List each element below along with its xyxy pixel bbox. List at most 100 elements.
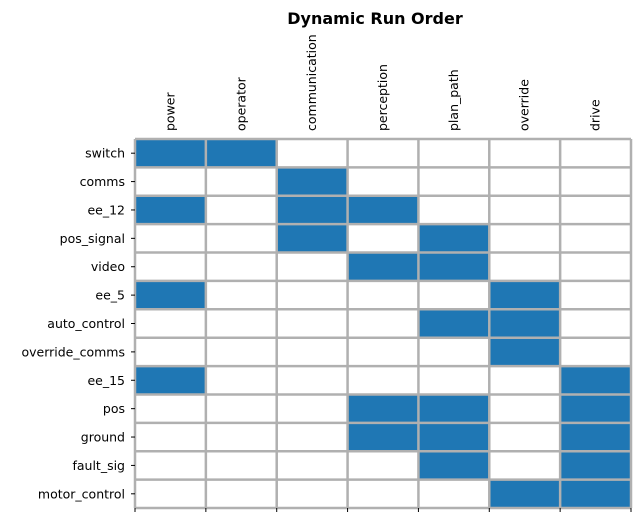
cell-ee_5-perception bbox=[347, 280, 419, 310]
cell-pos_signal-plan_path bbox=[418, 224, 490, 253]
cell-override_comms-communication bbox=[276, 337, 348, 367]
cell-comms-perception bbox=[347, 167, 419, 196]
column-label-plan_path: plan_path bbox=[446, 69, 461, 131]
cell-ee_5-plan_path bbox=[418, 280, 490, 310]
column-label-operator: operator bbox=[233, 76, 248, 131]
cell-fault_sig-operator bbox=[205, 451, 277, 480]
cell-video-operator bbox=[205, 252, 277, 281]
row-label-video: video bbox=[91, 259, 125, 274]
cell-ee_15-operator bbox=[205, 366, 277, 395]
cell-video-override bbox=[489, 252, 561, 281]
cell-ee_5-override bbox=[489, 280, 561, 310]
cell-ground-override bbox=[489, 422, 561, 452]
cell-pos_signal-operator bbox=[205, 224, 277, 253]
chart-title: Dynamic Run Order bbox=[287, 9, 463, 28]
cell-ee_5-communication bbox=[276, 280, 348, 310]
cell-comms-power bbox=[135, 167, 206, 196]
cell-override_comms-power bbox=[135, 337, 206, 367]
cell-pos-power bbox=[135, 394, 206, 423]
cell-override_comms-perception bbox=[347, 337, 419, 367]
cell-ee_12-power bbox=[135, 195, 206, 225]
cell-motor_control-power bbox=[135, 479, 206, 508]
cell-pos-operator bbox=[205, 394, 277, 423]
cell-auto_control-drive bbox=[560, 309, 631, 338]
cell-switch-override bbox=[489, 139, 561, 168]
row-label-pos_signal: pos_signal bbox=[60, 231, 125, 246]
row-label-ee_15: ee_15 bbox=[87, 373, 125, 388]
row-label-motor_control: motor_control bbox=[38, 486, 125, 501]
cell-video-drive bbox=[560, 252, 631, 281]
cell-ground-drive bbox=[560, 422, 631, 452]
cell-switch-operator bbox=[205, 139, 277, 168]
cell-switch-plan_path bbox=[418, 139, 490, 168]
cell-pos_signal-communication bbox=[276, 224, 348, 253]
cell-comms-operator bbox=[205, 167, 277, 196]
cell-comms-plan_path bbox=[418, 167, 490, 196]
cell-video-communication bbox=[276, 252, 348, 281]
heatmap-grid bbox=[133, 137, 633, 510]
cell-ground-plan_path bbox=[418, 422, 490, 452]
cell-fault_sig-drive bbox=[560, 451, 631, 480]
cell-fault_sig-power bbox=[135, 451, 206, 480]
cell-pos_signal-drive bbox=[560, 224, 631, 253]
cell-ee_5-drive bbox=[560, 280, 631, 310]
cell-ee_5-operator bbox=[205, 280, 277, 310]
row-label-comms: comms bbox=[80, 174, 125, 189]
cell-motor_control-plan_path bbox=[418, 479, 490, 508]
cell-ee_12-drive bbox=[560, 195, 631, 225]
cell-ee_15-plan_path bbox=[418, 366, 490, 395]
row-label-auto_control: auto_control bbox=[47, 316, 125, 331]
cell-motor_control-drive bbox=[560, 479, 631, 508]
column-label-override: override bbox=[517, 79, 532, 131]
cell-auto_control-operator bbox=[205, 309, 277, 338]
cell-motor_control-override bbox=[489, 479, 561, 508]
column-label-communication: communication bbox=[304, 34, 319, 131]
cell-pos_signal-override bbox=[489, 224, 561, 253]
cell-ee_12-communication bbox=[276, 195, 348, 225]
cell-motor_control-communication bbox=[276, 479, 348, 508]
cell-motor_control-perception bbox=[347, 479, 419, 508]
cell-video-power bbox=[135, 252, 206, 281]
cell-ee_5-power bbox=[135, 280, 206, 310]
cell-motor_control-operator bbox=[205, 479, 277, 508]
cell-auto_control-perception bbox=[347, 309, 419, 338]
cell-video-perception bbox=[347, 252, 419, 281]
cell-override_comms-override bbox=[489, 337, 561, 367]
cell-switch-perception bbox=[347, 139, 419, 168]
cell-comms-override bbox=[489, 167, 561, 196]
row-label-fault_sig: fault_sig bbox=[72, 458, 125, 473]
cell-ground-operator bbox=[205, 422, 277, 452]
cell-pos-plan_path bbox=[418, 394, 490, 423]
axis-ticks bbox=[131, 152, 632, 512]
cell-ee_12-override bbox=[489, 195, 561, 225]
cell-override_comms-drive bbox=[560, 337, 631, 367]
cell-pos_signal-power bbox=[135, 224, 206, 253]
cell-pos_signal-perception bbox=[347, 224, 419, 253]
cell-auto_control-override bbox=[489, 309, 561, 338]
cell-override_comms-plan_path bbox=[418, 337, 490, 367]
column-label-drive: drive bbox=[588, 99, 603, 131]
cell-auto_control-plan_path bbox=[418, 309, 490, 338]
cell-switch-drive bbox=[560, 139, 631, 168]
cell-ground-perception bbox=[347, 422, 419, 452]
cell-ee_15-drive bbox=[560, 366, 631, 395]
cell-video-plan_path bbox=[418, 252, 490, 281]
cell-ee_12-plan_path bbox=[418, 195, 490, 225]
cell-fault_sig-plan_path bbox=[418, 451, 490, 480]
cell-ground-communication bbox=[276, 422, 348, 452]
cell-pos-drive bbox=[560, 394, 631, 423]
cell-ee_12-perception bbox=[347, 195, 419, 225]
cell-ground-power bbox=[135, 422, 206, 452]
heatmap-cells bbox=[135, 139, 631, 508]
cell-ee_15-override bbox=[489, 366, 561, 395]
cell-pos-override bbox=[489, 394, 561, 423]
cell-ee_15-communication bbox=[276, 366, 348, 395]
row-label-ee_5: ee_5 bbox=[95, 288, 125, 303]
row-label-ground: ground bbox=[81, 430, 125, 445]
cell-override_comms-operator bbox=[205, 337, 277, 367]
row-label-ee_12: ee_12 bbox=[87, 202, 125, 217]
row-label-switch: switch bbox=[85, 146, 125, 161]
column-label-perception: perception bbox=[375, 64, 390, 131]
